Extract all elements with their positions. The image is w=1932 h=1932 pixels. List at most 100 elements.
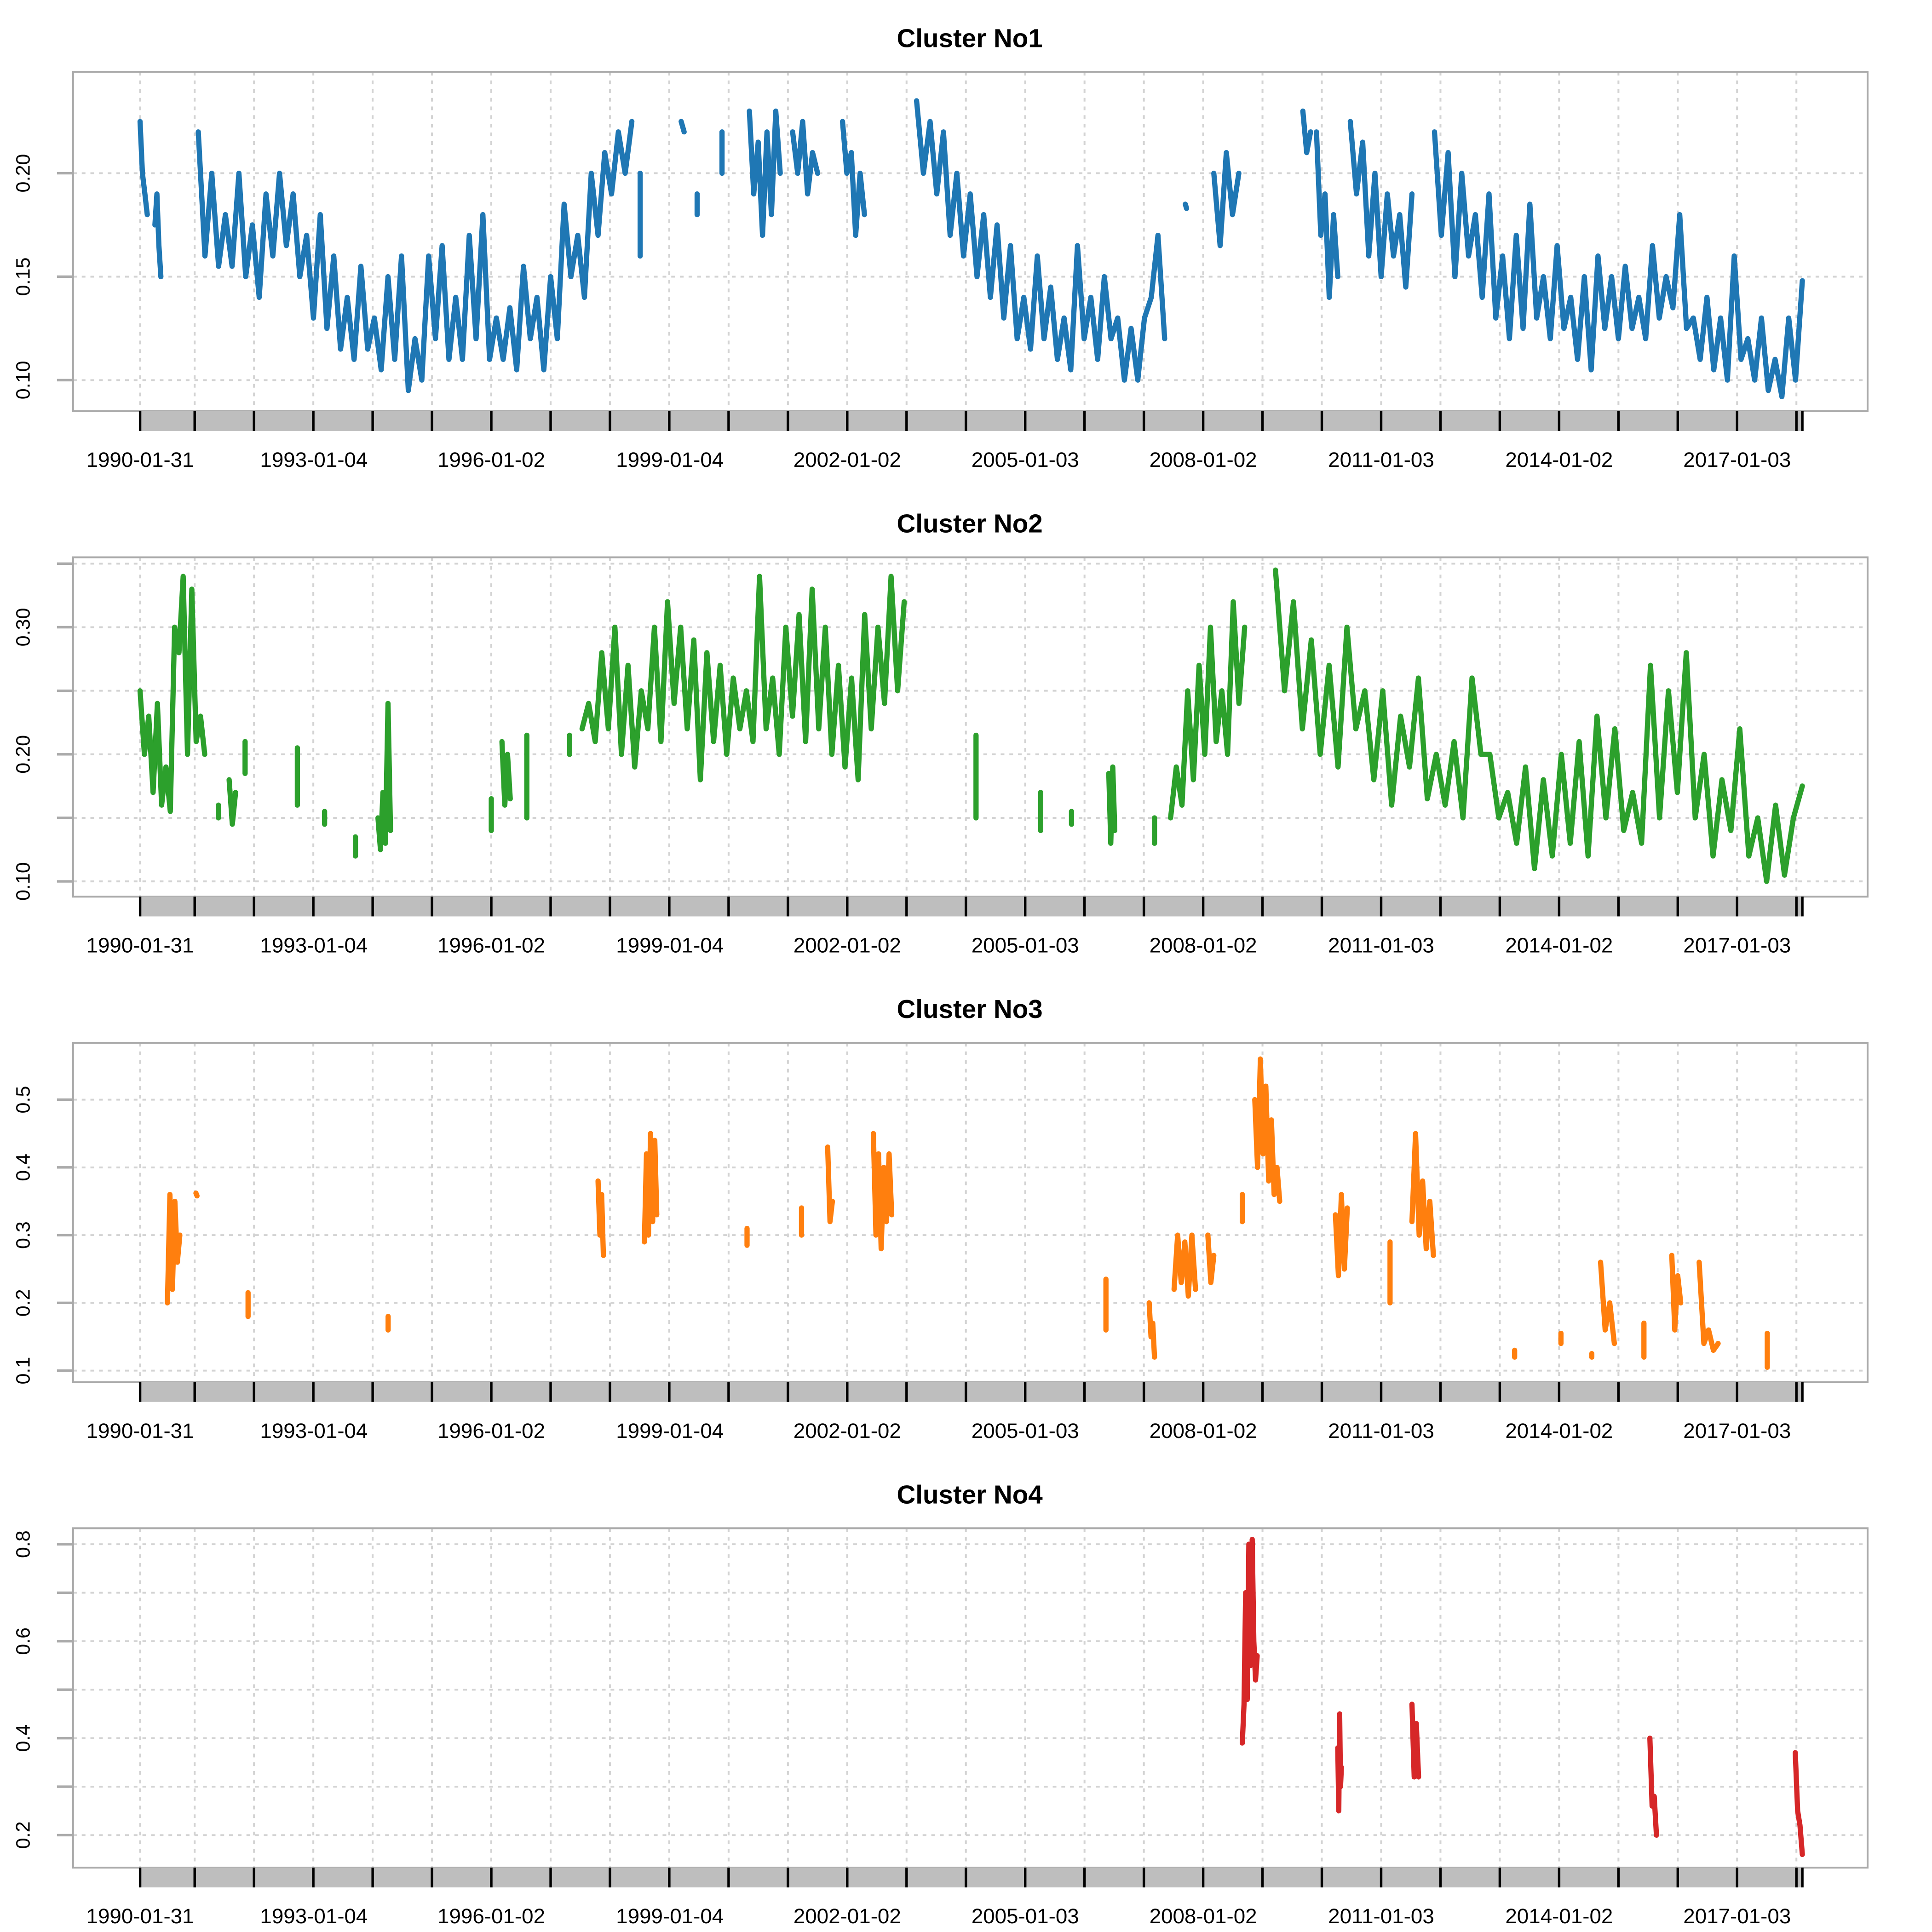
- series-segment: [1696, 1259, 1721, 1353]
- series-segment: [165, 1192, 183, 1305]
- x-tick-label: 1996-01-02: [437, 1904, 545, 1928]
- plot-border: [72, 71, 1869, 412]
- x-tick-label: 2002-01-02: [794, 448, 901, 472]
- y-tick-label: 0.20: [12, 154, 34, 193]
- panel-title: Cluster No1: [897, 23, 1042, 52]
- y-tick-label: 0.2: [12, 1289, 34, 1317]
- panel-title: Cluster No4: [897, 1480, 1043, 1509]
- x-tick-label: 2017-01-03: [1683, 933, 1791, 957]
- x-tick-label: 2014-01-02: [1505, 1904, 1613, 1928]
- series-segment: [1598, 1259, 1617, 1346]
- series-segment: [1183, 201, 1190, 211]
- x-tick-label: 1993-01-04: [260, 933, 368, 957]
- x-tick-label: 2014-01-02: [1505, 933, 1613, 957]
- x-tick-label: 1999-01-04: [616, 448, 724, 472]
- x-tick-label: 2017-01-03: [1683, 448, 1791, 472]
- x-tick-label: 2008-01-02: [1150, 448, 1257, 472]
- series-segment: [1168, 599, 1248, 821]
- x-axis-strip: [140, 1868, 1803, 1888]
- y-tick-label: 0.6: [12, 1627, 34, 1655]
- panel-cluster-1: Cluster No1 0.10 0.15 0.20 1990-01-31 1993-01…: [12, 23, 1869, 472]
- panel-cluster-2: Cluster No2 0.10 0.20 0.30 1990-01-31 1993-01…: [12, 509, 1869, 957]
- x-tick-label: 1990-01-31: [86, 1904, 194, 1928]
- y-tick-label: 0.30: [12, 608, 34, 647]
- y-tick-label: 0.4: [12, 1725, 34, 1752]
- x-tick-label: 1990-01-31: [86, 933, 194, 957]
- series-segment: [790, 119, 821, 197]
- series-segment: [914, 98, 1167, 383]
- x-tick-label: 2011-01-03: [1328, 448, 1434, 472]
- x-tick-label: 1993-01-04: [260, 1904, 368, 1928]
- series-segment: [152, 191, 164, 280]
- x-tick-label: 1996-01-02: [437, 448, 545, 472]
- y-tick-label: 0.3: [12, 1221, 34, 1249]
- x-tick-label: 2005-01-03: [972, 1904, 1079, 1928]
- series-segment: [678, 119, 687, 135]
- y-tick-label: 0.15: [12, 258, 34, 296]
- series-segment: [1669, 1253, 1684, 1333]
- series-segment: [1171, 1232, 1198, 1299]
- series-segment: [1273, 567, 1805, 884]
- x-tick-label: 1999-01-04: [616, 1419, 724, 1443]
- x-axis-strip: [140, 897, 1803, 917]
- x-tick-label: 1990-01-31: [86, 448, 194, 472]
- x-axis-strip: [140, 1382, 1803, 1402]
- x-tick-label: 2005-01-03: [972, 1419, 1079, 1443]
- series-segment: [1409, 1702, 1421, 1780]
- y-tick-label: 0.8: [12, 1530, 34, 1558]
- series-segment: [137, 574, 207, 814]
- series-segment: [499, 739, 513, 808]
- series-segment: [1347, 119, 1415, 290]
- y-tick-label: 0.1: [12, 1357, 34, 1385]
- y-tick-label: 0.4: [12, 1154, 34, 1181]
- series-segment: [1335, 1711, 1344, 1814]
- series-segment: [1409, 1131, 1436, 1258]
- series-segment: [1333, 1192, 1350, 1278]
- plot-border: [72, 1527, 1869, 1869]
- x-tick-label: 2014-01-02: [1505, 448, 1613, 472]
- panel-cluster-3: Cluster No3 0.1 0.2 0.3 0.4 0.5 1990-01-31 1993…: [12, 995, 1869, 1443]
- x-tick-label: 2005-01-03: [972, 933, 1079, 957]
- x-tick-label: 1993-01-04: [260, 448, 368, 472]
- series-segment: [196, 119, 635, 393]
- x-tick-label: 1999-01-04: [616, 933, 724, 957]
- plot-border: [72, 1041, 1869, 1383]
- series-segment: [193, 1190, 200, 1199]
- series-segment: [595, 1178, 606, 1258]
- x-tick-label: 2011-01-03: [1328, 1419, 1434, 1443]
- x-tick-label: 2008-01-02: [1150, 1904, 1257, 1928]
- x-tick-label: 2008-01-02: [1150, 1419, 1257, 1443]
- series-segment: [840, 119, 867, 238]
- x-tick-label: 2017-01-03: [1683, 1904, 1791, 1928]
- x-tick-label: 2002-01-02: [794, 933, 901, 957]
- series-segment: [825, 1144, 835, 1225]
- series-segment: [1314, 129, 1340, 300]
- x-tick-label: 2002-01-02: [794, 1904, 901, 1928]
- series-segment: [579, 574, 907, 782]
- x-axis-strip: [140, 411, 1803, 431]
- y-tick-label: 0.10: [12, 862, 34, 901]
- panel-title: Cluster No2: [897, 509, 1042, 538]
- series-segment: [870, 1131, 895, 1252]
- x-tick-label: 2011-01-03: [1328, 933, 1434, 957]
- panel-cluster-4: Cluster No4 0.2 0.4 0.6 0.8 1990-01-31 1993-01…: [12, 1480, 1869, 1928]
- y-tick-label: 0.20: [12, 735, 34, 774]
- series-segment: [747, 108, 783, 238]
- y-tick-label: 0.5: [12, 1086, 34, 1114]
- series-segment: [1647, 1736, 1659, 1838]
- series-segment: [1205, 1232, 1217, 1285]
- x-tick-label: 2008-01-02: [1150, 933, 1257, 957]
- series-segment: [1252, 1056, 1282, 1204]
- series-segment: [375, 701, 393, 852]
- series-segment: [226, 777, 238, 827]
- x-tick-label: 2017-01-03: [1683, 1419, 1791, 1443]
- y-tick-label: 0.10: [12, 361, 34, 399]
- series-segment: [1146, 1300, 1157, 1360]
- series-segment: [642, 1131, 660, 1245]
- panel-title: Cluster No3: [897, 995, 1042, 1024]
- x-tick-label: 1993-01-04: [260, 1419, 368, 1443]
- series-segment: [1432, 129, 1805, 399]
- x-tick-label: 2014-01-02: [1505, 1419, 1613, 1443]
